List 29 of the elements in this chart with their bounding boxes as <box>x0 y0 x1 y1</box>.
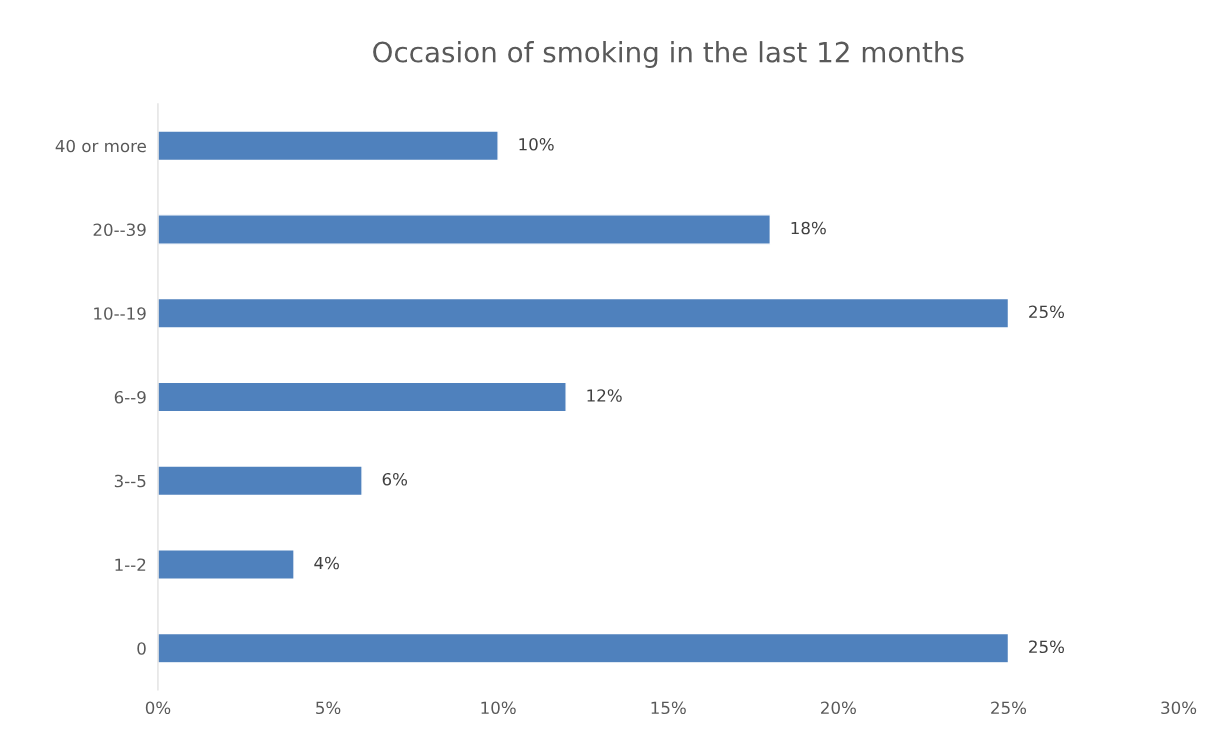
y-tick-label: 0 <box>137 642 146 655</box>
y-tick-label: 6--9 <box>114 390 146 404</box>
x-tick-label: 25% <box>991 701 1027 715</box>
y-tick-label: 10--19 <box>94 307 146 320</box>
data-label: 25% <box>1029 640 1065 654</box>
data-label: 10% <box>519 137 554 151</box>
x-tick-label: 20% <box>821 701 856 715</box>
x-tick-label: 5% <box>316 701 341 715</box>
x-tick-label: 0% <box>145 701 171 715</box>
x-tick-label: 10% <box>481 701 516 715</box>
x-tick-label: 30% <box>1161 701 1197 715</box>
data-label: 25% <box>1029 305 1065 319</box>
bar <box>157 632 1010 664</box>
data-label: 6% <box>382 472 408 486</box>
bar <box>157 297 1010 329</box>
y-tick-label: 40 or more <box>55 139 146 153</box>
bar <box>157 381 567 413</box>
data-label: 12% <box>587 389 622 402</box>
bar <box>157 549 295 580</box>
bar <box>157 130 499 162</box>
x-tick-label: 15% <box>651 701 686 715</box>
y-tick-label: 3--5 <box>114 474 146 488</box>
data-label: 18% <box>791 221 826 235</box>
bar <box>157 465 363 497</box>
data-label: 4% <box>314 556 339 570</box>
chart-title: Occasion of smoking in the last 12 months <box>373 41 964 68</box>
y-tick-label: 1--2 <box>115 558 146 571</box>
y-tick-label: 20--39 <box>93 223 146 237</box>
bar <box>157 214 772 245</box>
